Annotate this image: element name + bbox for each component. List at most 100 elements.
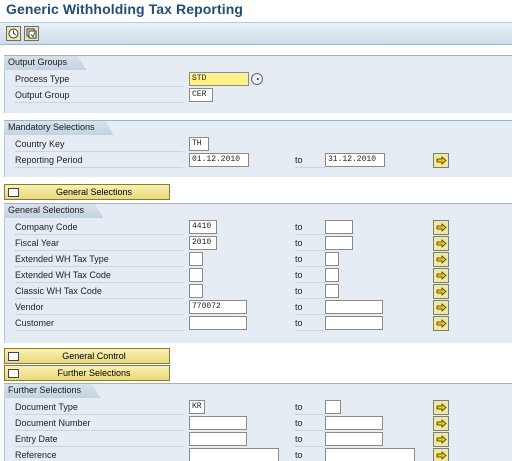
country-key-label: Country Key (15, 137, 183, 152)
reporting-period-multiple-button[interactable] (433, 153, 449, 168)
arrow-right-icon (436, 223, 447, 232)
application-toolbar (0, 22, 512, 45)
document-type-to[interactable] (325, 400, 341, 414)
document-number-multiple-button[interactable] (433, 416, 449, 431)
page-title: Generic Withholding Tax Reporting (6, 1, 244, 17)
customer-from[interactable] (189, 316, 247, 330)
extended-wh-tax-type-label: Extended WH Tax Type (15, 252, 183, 267)
extended-wh-tax-type-to-label: to (295, 252, 325, 267)
mandatory-selections-frame: Mandatory Selections Country Key TH Repo… (4, 120, 512, 177)
entry-date-multiple-button[interactable] (433, 432, 449, 447)
further-selections-button-label: Further Selections (57, 368, 131, 378)
general-control-toggle-button[interactable]: General Control (4, 348, 170, 364)
output-groups-title: Output Groups (4, 56, 86, 70)
extended-wh-tax-code-multiple-button[interactable] (433, 268, 449, 283)
vendor-label: Vendor (15, 300, 183, 315)
extended-wh-tax-code-to[interactable] (325, 268, 339, 282)
expand-icon (8, 351, 19, 361)
mandatory-selections-title: Mandatory Selections (4, 121, 114, 135)
fiscal-year-to-label: to (295, 236, 325, 251)
arrow-right-icon (436, 239, 447, 248)
further-selections-title: Further Selections (4, 384, 100, 398)
entry-date-to[interactable] (325, 432, 383, 446)
customer-to[interactable] (325, 316, 383, 330)
fiscal-year-label: Fiscal Year (15, 236, 183, 251)
reference-to-label: to (295, 448, 325, 461)
reference-multiple-button[interactable] (433, 448, 449, 461)
document-number-to-label: to (295, 416, 325, 431)
output-groups-frame: Output Groups Process Type STD ◔ Output … (4, 55, 512, 113)
company-code-label: Company Code (15, 220, 183, 235)
company-code-from[interactable]: 4410 (189, 220, 217, 234)
collapse-icon (8, 187, 19, 197)
classic-wh-tax-code-label: Classic WH Tax Code (15, 284, 183, 299)
extended-wh-tax-type-multiple-button[interactable] (433, 252, 449, 267)
entry-date-from[interactable] (189, 432, 247, 446)
arrow-right-icon (436, 287, 447, 296)
extended-wh-tax-type-to[interactable] (325, 252, 339, 266)
customer-to-label: to (295, 316, 325, 331)
vendor-multiple-button[interactable] (433, 300, 449, 315)
document-number-to[interactable] (325, 416, 383, 430)
document-number-label: Document Number (15, 416, 183, 431)
document-type-multiple-button[interactable] (433, 400, 449, 415)
company-code-to-label: to (295, 220, 325, 235)
arrow-right-icon (436, 435, 447, 444)
general-control-button-label: General Control (62, 351, 126, 361)
fiscal-year-multiple-button[interactable] (433, 236, 449, 251)
entry-date-to-label: to (295, 432, 325, 447)
extended-wh-tax-type-from[interactable] (189, 252, 203, 266)
output-group-field[interactable]: CER (189, 88, 213, 102)
reference-from[interactable] (189, 448, 279, 461)
extended-wh-tax-code-to-label: to (295, 268, 325, 283)
process-type-field[interactable]: STD (189, 72, 249, 86)
vendor-to-label: to (295, 300, 325, 315)
reporting-period-label: Reporting Period (15, 153, 183, 168)
arrow-right-icon (436, 403, 447, 412)
arrow-right-icon (436, 303, 447, 312)
vendor-from[interactable]: 770072 (189, 300, 247, 314)
document-type-label: Document Type (15, 400, 183, 415)
arrow-right-icon (436, 319, 447, 328)
variant-icon (26, 28, 37, 39)
get-variant-button[interactable] (24, 26, 39, 41)
reporting-period-to[interactable]: 31.12.2010 (325, 153, 385, 167)
company-code-multiple-button[interactable] (433, 220, 449, 235)
general-selections-button-label: General Selections (55, 187, 133, 197)
reference-to[interactable] (325, 448, 415, 461)
process-type-options-icon[interactable]: ◔ (251, 73, 263, 85)
document-type-from[interactable]: KR (189, 400, 205, 414)
classic-wh-tax-code-from[interactable] (189, 284, 203, 298)
extended-wh-tax-code-from[interactable] (189, 268, 203, 282)
fiscal-year-to[interactable] (325, 236, 353, 250)
general-selections-frame: General Selections Company Code 4410 to … (4, 203, 512, 343)
classic-wh-tax-code-multiple-button[interactable] (433, 284, 449, 299)
arrow-right-icon (436, 156, 447, 165)
reporting-period-to-label: to (295, 153, 325, 168)
process-type-label: Process Type (15, 72, 183, 87)
collapse-icon (8, 368, 19, 378)
further-selections-frame: Further Selections Document Type KR to D… (4, 383, 512, 461)
country-key-field[interactable]: TH (189, 137, 209, 151)
vendor-to[interactable] (325, 300, 383, 314)
entry-date-label: Entry Date (15, 432, 183, 447)
document-type-to-label: to (295, 400, 325, 415)
further-selections-toggle-button[interactable]: Further Selections (4, 365, 170, 381)
document-number-from[interactable] (189, 416, 247, 430)
arrow-right-icon (436, 419, 447, 428)
classic-wh-tax-code-to-label: to (295, 284, 325, 299)
output-group-label: Output Group (15, 88, 183, 103)
arrow-right-icon (436, 271, 447, 280)
reporting-period-from[interactable]: 01.12.2010 (189, 153, 249, 167)
general-selections-title: General Selections (4, 204, 103, 218)
arrow-right-icon (436, 451, 447, 460)
classic-wh-tax-code-to[interactable] (325, 284, 339, 298)
arrow-right-icon (436, 255, 447, 264)
reference-label: Reference (15, 448, 183, 461)
general-selections-toggle-button[interactable]: General Selections (4, 184, 170, 200)
execute-button[interactable] (6, 26, 21, 41)
extended-wh-tax-code-label: Extended WH Tax Code (15, 268, 183, 283)
fiscal-year-from[interactable]: 2010 (189, 236, 217, 250)
company-code-to[interactable] (325, 220, 353, 234)
customer-multiple-button[interactable] (433, 316, 449, 331)
